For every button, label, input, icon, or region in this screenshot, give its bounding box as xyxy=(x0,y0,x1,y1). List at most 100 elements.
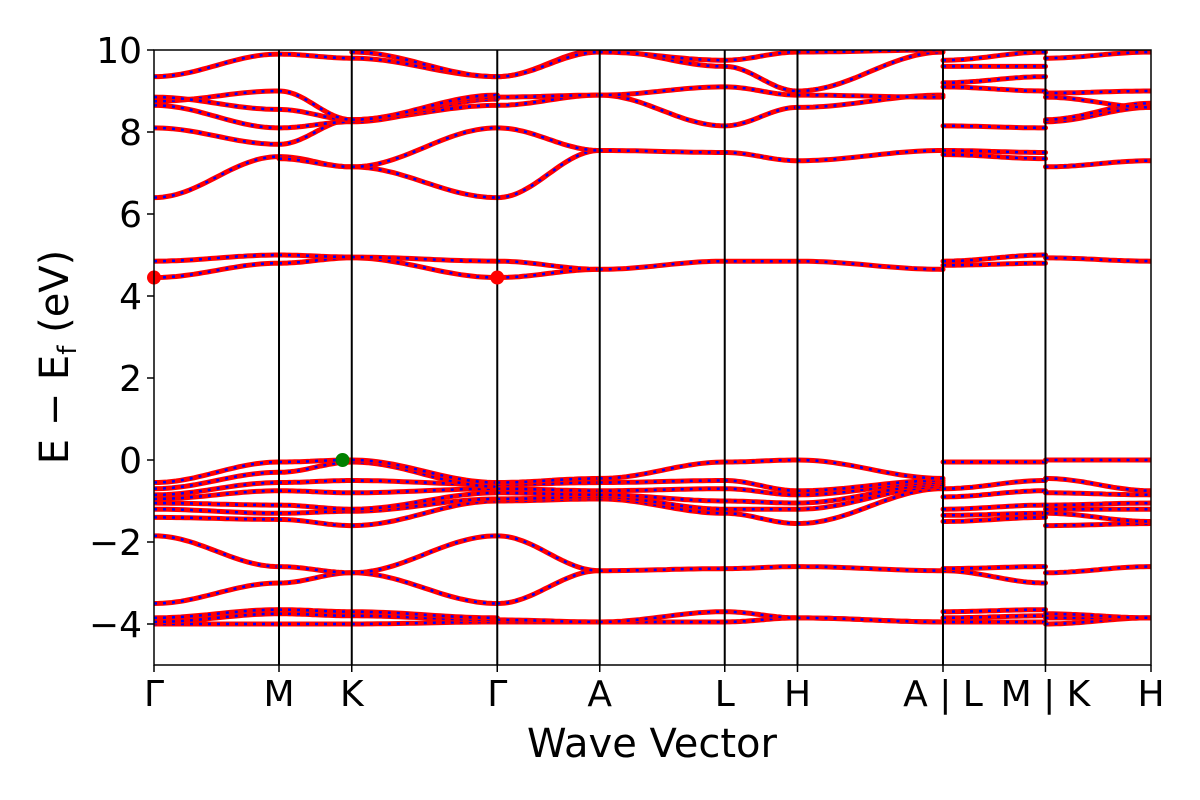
band-line-overlay xyxy=(797,483,944,505)
band-line-overlay xyxy=(724,106,798,128)
band-line-overlay xyxy=(154,516,280,521)
x-tick-label: H xyxy=(784,674,811,715)
band-line xyxy=(940,613,1048,621)
x-tick-label: A | L xyxy=(903,674,983,715)
y-tick-label: 6 xyxy=(119,195,142,236)
band-line-overlay xyxy=(497,569,600,605)
y-axis-title-main: E − E xyxy=(32,355,78,465)
band-line-overlay xyxy=(279,479,352,484)
x-tick-label: M | K xyxy=(1001,674,1092,715)
band-line-overlay xyxy=(724,479,798,493)
band-line-overlay xyxy=(278,157,352,169)
band-line xyxy=(494,92,603,100)
y-tick-label: −4 xyxy=(89,605,142,646)
band-line-overlay xyxy=(154,261,279,279)
band-line xyxy=(349,125,500,170)
band-line xyxy=(494,125,603,153)
band-line-overlay xyxy=(279,612,352,618)
band-line xyxy=(154,154,282,201)
band-line xyxy=(494,475,603,485)
band-line-overlay xyxy=(351,458,498,484)
band-line-overlay xyxy=(351,499,498,527)
band-line-overlay xyxy=(724,85,798,97)
x-axis: Γ M K Γ A L H A | L M | K H xyxy=(144,665,1165,715)
band-line-overlay xyxy=(154,501,279,507)
band-line xyxy=(276,88,355,123)
band-line-overlay xyxy=(797,479,943,493)
band-line-overlay xyxy=(351,571,498,605)
band-line-overlay xyxy=(351,460,498,488)
band-line-overlay xyxy=(279,503,352,511)
y-axis: −4 −2 0 2 4 6 8 10 xyxy=(89,31,154,646)
band-line-overlay xyxy=(351,534,498,575)
x-tick-label: A xyxy=(587,674,612,715)
band-line-overlay xyxy=(724,616,798,624)
plot-frame xyxy=(153,49,1152,666)
band-line-overlay xyxy=(279,52,352,60)
band-line xyxy=(1043,521,1151,529)
band-line-overlay xyxy=(599,259,725,271)
band-line-overlay xyxy=(154,52,280,78)
band-line-overlay xyxy=(797,50,944,93)
band-line xyxy=(940,568,1048,586)
band-line xyxy=(795,50,946,94)
band-line xyxy=(1043,94,1151,110)
band-line-overlay xyxy=(351,479,498,486)
band-line-overlay xyxy=(351,610,498,620)
band-line-overlay xyxy=(351,620,498,626)
band-line xyxy=(1043,158,1151,170)
band-line-overlay xyxy=(599,493,725,503)
band-line-overlay xyxy=(599,93,725,128)
x-axis-title: Wave Vector xyxy=(527,721,778,767)
band-line-overlay xyxy=(154,489,279,501)
band-line-overlay xyxy=(724,565,798,570)
cbm-marker xyxy=(490,270,505,285)
band-line-overlay xyxy=(797,50,943,54)
band-line-overlay xyxy=(279,460,352,474)
band-line-overlay xyxy=(279,510,352,515)
band-line-overlay xyxy=(351,165,498,199)
band-line-overlay xyxy=(797,93,943,99)
band-line-overlay xyxy=(599,567,725,572)
band-line-overlay xyxy=(351,256,498,279)
band-line-overlay xyxy=(154,471,280,490)
band-line-overlay xyxy=(724,458,798,464)
bands-layer xyxy=(154,50,1151,627)
band-line xyxy=(349,533,500,576)
band-line-overlay xyxy=(279,253,352,259)
band-line-overlay xyxy=(599,460,725,480)
band-line-overlay xyxy=(154,460,280,484)
band-line-overlay xyxy=(599,479,725,484)
band-line-overlay xyxy=(724,610,798,620)
band-line-overlay xyxy=(154,89,279,103)
band-line-overlay xyxy=(154,253,279,263)
band-line-overlay xyxy=(497,534,600,572)
band-line-overlay xyxy=(154,104,280,130)
band-line xyxy=(1043,50,1151,61)
band-line xyxy=(940,502,1048,512)
band-line xyxy=(1043,564,1151,576)
y-axis-title-tail: (eV) xyxy=(32,250,78,346)
band-line xyxy=(940,478,1048,492)
band-line xyxy=(494,148,603,201)
band-line xyxy=(1043,490,1151,498)
band-line-overlay xyxy=(351,255,498,263)
band-line xyxy=(494,617,603,625)
band-line-overlay xyxy=(797,93,943,109)
band-line-overlay xyxy=(351,93,498,121)
band-line-overlay xyxy=(351,614,498,622)
band-line xyxy=(940,510,1048,518)
band-line xyxy=(494,486,603,494)
band-line xyxy=(494,258,603,272)
band-line xyxy=(940,148,1048,155)
band-line-overlay xyxy=(797,149,943,162)
band-line-overlay xyxy=(724,50,798,62)
band-line-overlay xyxy=(351,50,498,78)
band-line-overlay xyxy=(797,458,943,480)
band-line-overlay xyxy=(278,108,352,121)
band-line-overlay xyxy=(279,120,352,130)
band-line-overlay xyxy=(797,616,944,624)
band-line-overlay xyxy=(599,610,725,624)
band-line-overlay xyxy=(724,487,798,497)
